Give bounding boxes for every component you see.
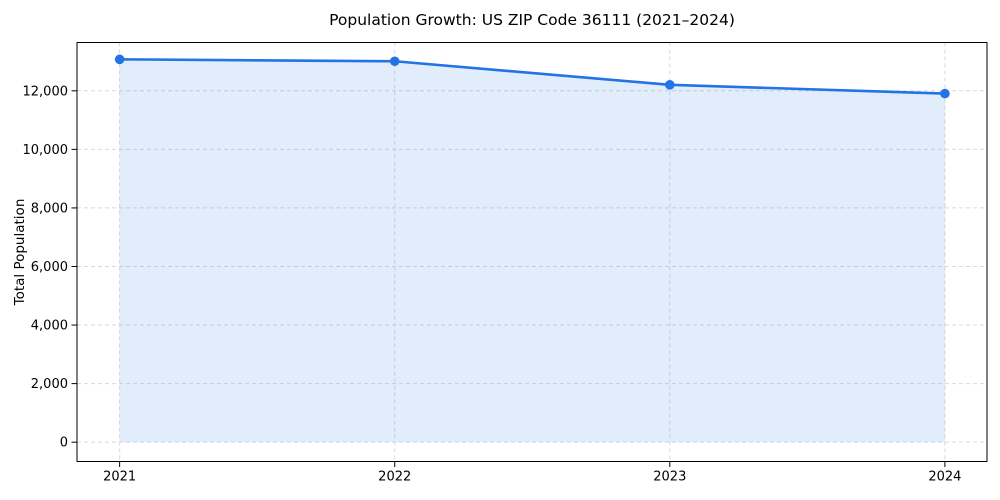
y-tick-label: 2,000 <box>31 377 68 392</box>
y-tick-label: 4,000 <box>31 319 68 334</box>
x-tick-label: 2023 <box>653 470 686 485</box>
data-point-marker <box>940 88 950 99</box>
data-point-marker <box>665 80 675 90</box>
series-area-fill <box>119 59 945 443</box>
y-tick-label: 8,000 <box>31 201 68 216</box>
x-tick-label: 2021 <box>103 470 136 485</box>
series-line <box>118 58 947 95</box>
data-point-marker <box>389 56 400 67</box>
data-point-marker <box>114 54 125 65</box>
axes-border <box>76 42 988 462</box>
x-tick-label: 2022 <box>378 470 411 485</box>
chart-title: Population Growth: US ZIP Code 36111 (20… <box>329 11 735 29</box>
x-tick-label: 2024 <box>928 470 961 485</box>
y-tick-label: 12,000 <box>23 84 69 99</box>
y-tick-label: 6,000 <box>31 260 68 275</box>
y-tick-label: 0 <box>60 436 68 451</box>
y-tick-label: 10,000 <box>23 143 69 158</box>
